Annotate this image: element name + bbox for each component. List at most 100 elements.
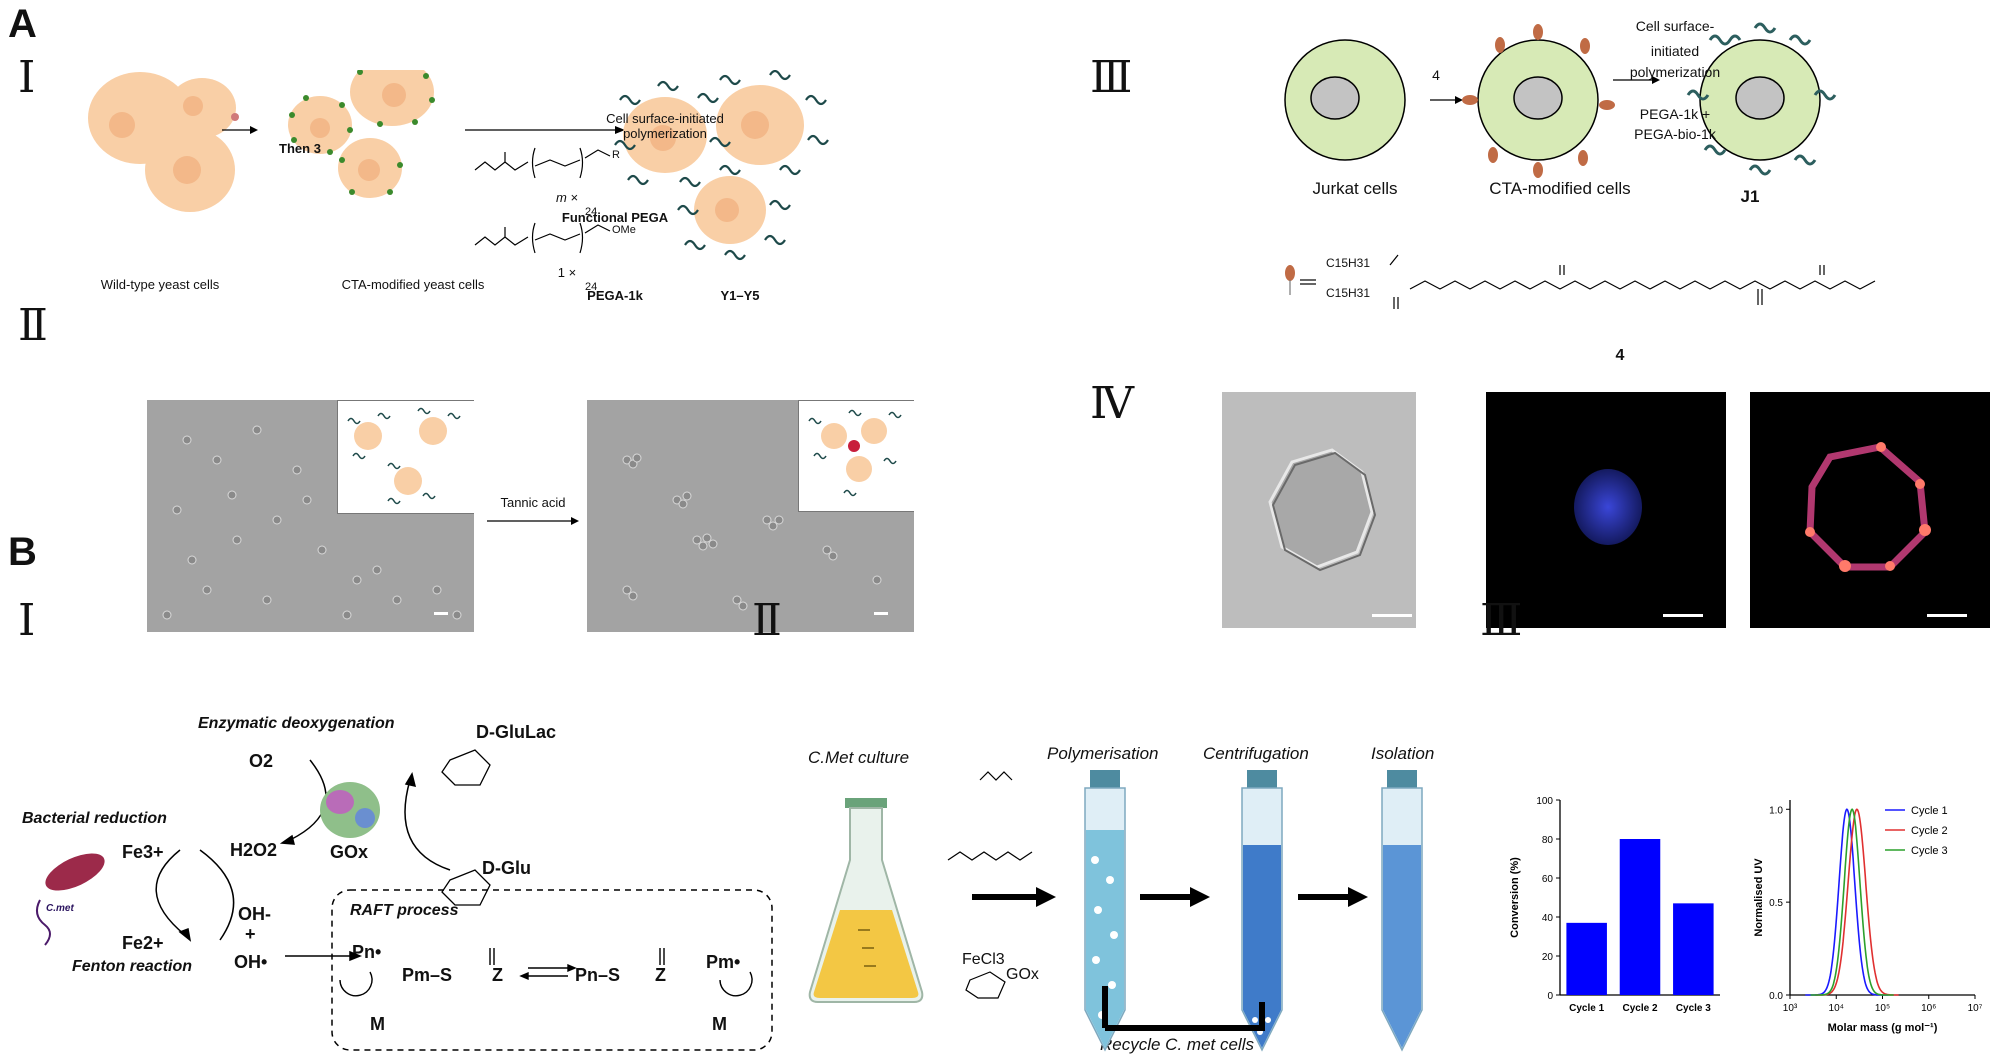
panel-b-letter: B [8, 530, 37, 574]
label-pm-radical: Pm• [706, 952, 741, 972]
legend-label: Cycle 1 [1911, 805, 1948, 817]
legend-label: Cycle 2 [1911, 825, 1948, 837]
culture-flask [808, 798, 924, 1003]
label-monomer-right: M [712, 1014, 727, 1034]
arrow-right-line2: initiated [1650, 43, 1700, 59]
y-axis-label: Normalised UV [1753, 858, 1765, 937]
label-polymerisation: Polymerisation [1047, 744, 1159, 763]
x-tick-label: Cycle 1 [1569, 1003, 1604, 1014]
y-tick-label: 1.0 [1769, 805, 1783, 816]
scale-bar [1372, 614, 1412, 617]
label-tannic-acid: Tannic acid [500, 495, 566, 510]
yeast-polymerization-scheme [88, 70, 829, 261]
y-tick-label: 0 [1547, 991, 1553, 1002]
y-tick-label: 20 [1542, 952, 1554, 963]
y-tick-label: 0.5 [1769, 898, 1783, 909]
scale-bar [434, 612, 448, 615]
label-one-times: 1 × [557, 265, 577, 280]
label-centrifugation: Centrifugation [1203, 744, 1309, 763]
label-pn-s: Pn–S [575, 965, 621, 985]
label-raft-process: RAFT process [350, 902, 459, 919]
x-tick-label: Cycle 2 [1622, 1003, 1657, 1014]
label-y1-y5: Y1–Y5 [720, 288, 760, 303]
label-recycle-cells: Recycle C. met cells [1100, 1035, 1254, 1054]
subscript-24-b: 24 [585, 281, 598, 293]
x-tick-label: 10⁵ [1875, 1003, 1890, 1014]
wild-type-yeast-cells [88, 72, 236, 212]
j1-polymer-coated-cell [1686, 22, 1837, 176]
x-tick-label: 10⁴ [1829, 1003, 1844, 1014]
label-gox-reagent: GOx [1006, 966, 1039, 983]
label-fenton-reaction: Fenton reaction [72, 958, 193, 975]
pega-line2: PEGA-bio-1k [1634, 126, 1716, 142]
label-z-left: Z [492, 965, 503, 985]
label-cta-yeast: CTA-modified yeast cells [341, 277, 485, 292]
x-tick-label: 10⁶ [1921, 1003, 1936, 1014]
label-bacterial-reduction: Bacterial reduction [22, 810, 167, 827]
x-axis-label: Molar mass (g mol⁻¹) [1828, 1022, 1938, 1034]
arrow-label-line2: polymerization [623, 126, 707, 141]
scale-bar [1927, 614, 1967, 617]
cta-modified-yeast-cells [288, 70, 435, 198]
y-tick-label: 100 [1536, 796, 1553, 807]
label-monomer-left: M [370, 1014, 385, 1034]
micrograph-membrane-stain [1750, 392, 1990, 628]
jurkat-cell-scheme [1284, 22, 1837, 178]
label-cmet-bacterium: C.met [46, 903, 74, 914]
panel-b-ii-label: Ⅱ [752, 595, 782, 646]
tube-isolation [1381, 770, 1423, 1052]
label-c15h31-top: C15H31 [1326, 256, 1371, 270]
y-tick-label: 0.0 [1769, 991, 1783, 1002]
compound-4-structure [1285, 254, 1876, 309]
x-tick-label: 10⁷ [1968, 1003, 1983, 1014]
cmet-bacterium-icon [35, 853, 105, 946]
recycle-arrow [1102, 986, 1265, 1031]
tube-centrifugation [1241, 770, 1283, 1052]
compound-3-dot [231, 113, 239, 121]
label-oh-radical: OH• [234, 952, 268, 972]
panel-b-iii-label: Ⅲ [1480, 595, 1523, 646]
label-z-right: Z [655, 965, 666, 985]
scale-bar [1663, 614, 1703, 617]
label-o2: O2 [249, 751, 274, 771]
subscript-24-a: 24 [585, 206, 598, 218]
y-tick-label: 40 [1542, 913, 1554, 924]
label-then-3: Then 3 [279, 141, 321, 156]
label-isolation: Isolation [1371, 744, 1435, 763]
panel-a-iv-label: Ⅳ [1090, 378, 1134, 429]
micrograph-nucleus-stain [1486, 392, 1726, 628]
bar-cycle-3 [1673, 903, 1714, 995]
x-tick-label: Cycle 3 [1676, 1003, 1711, 1014]
micrograph-brightfield [1222, 392, 1416, 628]
functional-pega-structure [474, 147, 611, 179]
label-d-glu: D-Glu [482, 858, 531, 878]
inset-dispersed [337, 400, 474, 514]
bar-cycle-2 [1619, 839, 1661, 995]
label-c15h31-bottom: C15H31 [1326, 286, 1371, 300]
cta-modified-cell [1462, 24, 1615, 178]
label-fecl3: FeCl3 [962, 951, 1005, 968]
label-enzymatic-deoxygenation: Enzymatic deoxygenation [198, 715, 395, 732]
label-ome: OMe [612, 224, 636, 236]
arrow-right-line3: polymerization [1629, 64, 1721, 80]
micrograph-after-tannic [587, 400, 914, 632]
y-axis-label: Conversion (%) [1509, 857, 1521, 938]
panel-a-i-label: Ⅰ [18, 52, 36, 103]
label-pega-1k: PEGA-1k [587, 288, 643, 303]
raft-process-box [331, 889, 773, 1051]
label-j1: J1 [1740, 187, 1760, 206]
panel-a-letter: A [8, 2, 37, 46]
gox-enzyme [320, 782, 380, 838]
reagent-structures [947, 771, 1033, 999]
tannic-acid-arrow [487, 517, 579, 525]
arrow-right-line1: Cell surface- [1635, 18, 1715, 34]
yeast-aggregated-cells [622, 453, 882, 611]
yeast-dispersed-cells [162, 425, 462, 620]
label-d-glulac: D-GluLac [476, 722, 557, 742]
legend-label: Cycle 3 [1911, 845, 1948, 857]
series-cycle-3 [1810, 808, 1894, 996]
label-fe3: Fe3+ [122, 842, 164, 862]
label-pm-s: Pm–S [402, 965, 453, 985]
label-fe2: Fe2+ [122, 933, 164, 953]
label-plus: + [245, 924, 256, 944]
